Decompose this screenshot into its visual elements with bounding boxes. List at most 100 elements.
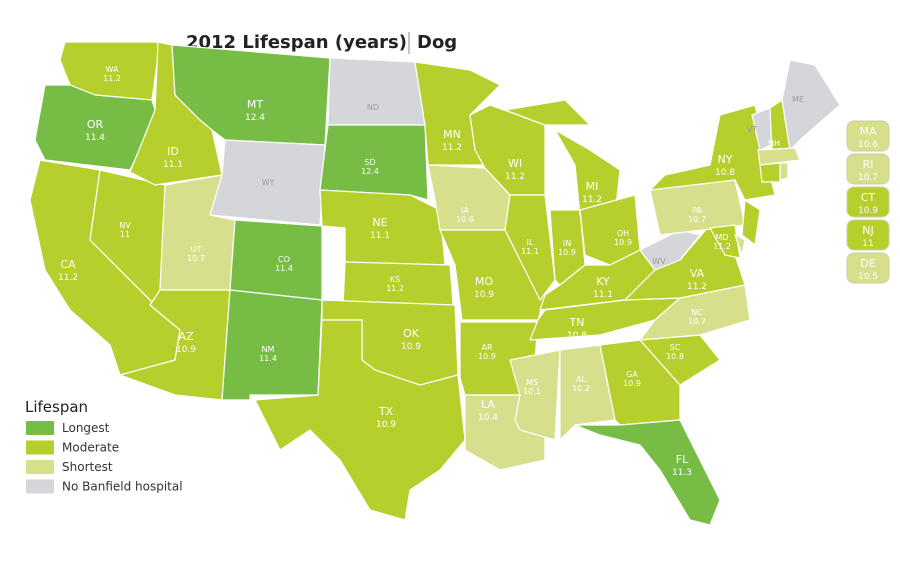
state xyxy=(781,59,841,151)
state-abbr: NY xyxy=(718,153,733,166)
state-value: 11.2 xyxy=(103,74,121,83)
legend-label: Moderate xyxy=(62,441,119,455)
state-value: 12.4 xyxy=(245,113,265,123)
state-abbr: CT xyxy=(861,191,876,204)
state-abbr: ND xyxy=(367,103,379,112)
callout-box xyxy=(846,219,890,251)
legend-swatch xyxy=(26,421,54,435)
state xyxy=(741,199,761,246)
state-abbr: MS xyxy=(526,378,538,387)
state-abbr: SD xyxy=(364,158,375,167)
state-abbr: VT xyxy=(747,125,757,134)
state-abbr: MN xyxy=(443,128,461,141)
state-abbr: WV xyxy=(652,257,666,266)
legend-label: No Banfield hospital xyxy=(62,480,183,494)
state-abbr: MI xyxy=(586,180,599,193)
callout-box xyxy=(846,120,890,152)
callout-box xyxy=(846,153,890,185)
state-value: 10.9 xyxy=(623,379,641,388)
state-value: 11 xyxy=(120,230,130,239)
legend-label: Shortest xyxy=(62,460,113,474)
state-abbr: TN xyxy=(569,316,585,329)
state-value: 10.9 xyxy=(614,238,632,247)
state-value: 10.4 xyxy=(478,413,498,423)
state-abbr: AL xyxy=(576,375,586,384)
state-abbr: NE xyxy=(372,216,387,229)
title: 2012 Lifespan (years) xyxy=(186,32,407,53)
state-value: 10.7 xyxy=(187,254,205,263)
state-abbr: NV xyxy=(119,221,131,230)
state-value: 10.9 xyxy=(558,248,576,257)
state-value: 11.3 xyxy=(672,468,692,478)
state xyxy=(559,344,616,441)
state-abbr: AZ xyxy=(178,330,194,343)
state-abbr: KY xyxy=(596,275,610,288)
state-value: 10.8 xyxy=(666,352,684,361)
state-value: 10.7 xyxy=(688,317,706,326)
state-value: 10.9 xyxy=(858,206,878,216)
state-abbr: WI xyxy=(508,157,522,170)
state xyxy=(319,124,429,201)
state-abbr: OH xyxy=(617,229,629,238)
state-value: 10.7 xyxy=(858,173,878,183)
state-abbr: PA xyxy=(692,206,702,215)
state-value: 10.6 xyxy=(456,215,474,224)
state-value: 10.9 xyxy=(376,420,396,430)
state-abbr: FL xyxy=(676,453,689,466)
state-value: 11.2 xyxy=(58,273,78,283)
state xyxy=(209,139,326,226)
state-value: 10.7 xyxy=(688,215,706,224)
state xyxy=(734,234,746,256)
state-value: 10.9 xyxy=(401,342,421,352)
legend-label: Longest xyxy=(62,421,110,435)
state-abbr: MO xyxy=(475,275,493,288)
legend-title: Lifespan xyxy=(25,398,88,416)
state xyxy=(327,57,426,126)
state-value: 11.2 xyxy=(442,143,462,153)
state-abbr: KS xyxy=(390,275,400,284)
state-value: 10.2 xyxy=(572,384,590,393)
state-value: 11.2 xyxy=(386,284,404,293)
state-value: 10.8 xyxy=(715,168,735,178)
legend-swatch xyxy=(26,440,54,455)
state-value: 11.2 xyxy=(505,172,525,182)
state-value: 11.2 xyxy=(582,195,602,205)
state-abbr: MT xyxy=(247,98,263,111)
state-abbr: ME xyxy=(792,95,804,104)
state-value: 11.4 xyxy=(85,133,105,143)
subtitle: Dog xyxy=(417,32,457,53)
state-abbr: NJ xyxy=(862,224,873,237)
state-value: 11.2 xyxy=(713,242,731,251)
state-value: 10.9 xyxy=(478,352,496,361)
state-value: 10.8 xyxy=(567,331,587,341)
state-abbr: TX xyxy=(378,405,394,418)
state-abbr: GA xyxy=(626,370,638,379)
state-abbr: MD xyxy=(715,233,728,242)
state-abbr: NC xyxy=(691,308,703,317)
state-value: 11.1 xyxy=(163,160,183,170)
state-value: 10.6 xyxy=(858,140,878,150)
state-value: 10.9 xyxy=(176,345,196,355)
state xyxy=(254,319,466,521)
state-abbr: WY xyxy=(262,178,275,187)
state-abbr: NH xyxy=(768,139,780,148)
state xyxy=(639,229,701,271)
state xyxy=(504,194,556,301)
state-abbr: AR xyxy=(481,343,492,352)
state-value: 12.4 xyxy=(361,167,379,176)
state-abbr: CA xyxy=(60,258,76,271)
state-abbr: CO xyxy=(278,255,290,264)
state xyxy=(649,104,776,201)
callout-box xyxy=(846,186,890,218)
state-value: 10.5 xyxy=(858,272,878,282)
state-abbr: SC xyxy=(670,343,681,352)
state-abbr: VA xyxy=(690,267,705,280)
state xyxy=(779,162,789,181)
state xyxy=(757,147,801,166)
state-value: 11 xyxy=(862,239,873,249)
state-abbr: DE xyxy=(860,257,875,270)
state-abbr: WA xyxy=(106,65,119,74)
state-abbr: OK xyxy=(403,327,420,340)
state xyxy=(574,419,721,526)
